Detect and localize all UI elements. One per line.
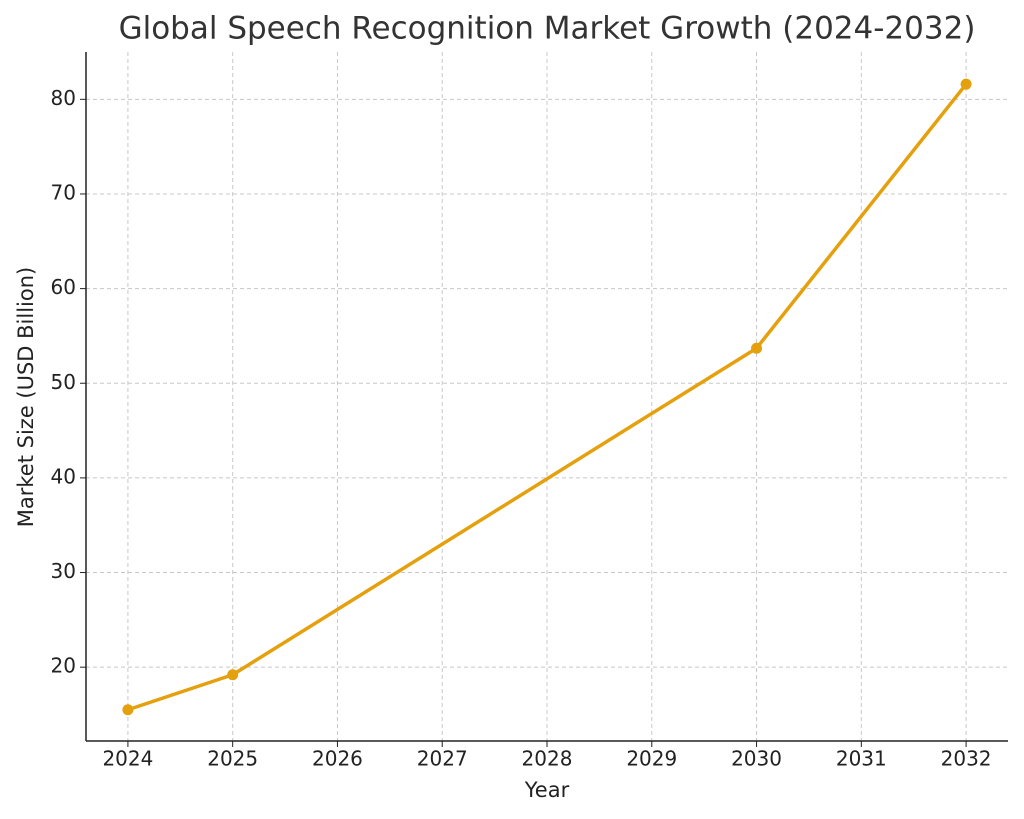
y-tick-label: 30: [51, 559, 76, 583]
y-axis-label: Market Size (USD Billion): [14, 267, 38, 527]
x-tick-label: 2030: [731, 747, 782, 771]
y-tick-label: 70: [51, 180, 76, 204]
y-tick-label: 40: [51, 464, 76, 488]
data-point: [751, 342, 763, 354]
x-axis-label: Year: [524, 778, 570, 802]
line-series: [127, 83, 968, 712]
y-tick-label: 60: [51, 275, 76, 299]
grid: [86, 52, 1008, 741]
y-tick-label: 80: [51, 86, 76, 110]
x-tick-label: 2031: [836, 747, 887, 771]
y-tick-label: 50: [51, 370, 76, 394]
y-tick-label: 20: [51, 654, 76, 678]
x-tick-label: 2025: [207, 747, 258, 771]
x-tick-label: 2032: [941, 747, 992, 771]
x-tick-label: 2029: [626, 747, 677, 771]
x-tick-label: 2027: [417, 747, 468, 771]
chart-title: Global Speech Recognition Market Growth …: [119, 11, 976, 47]
x-tick-label: 2028: [522, 747, 573, 771]
x-tick-label: 2024: [102, 747, 153, 771]
data-point: [960, 78, 972, 90]
data-point: [122, 704, 134, 716]
x-tick-label: 2026: [312, 747, 363, 771]
data-point: [227, 669, 239, 681]
